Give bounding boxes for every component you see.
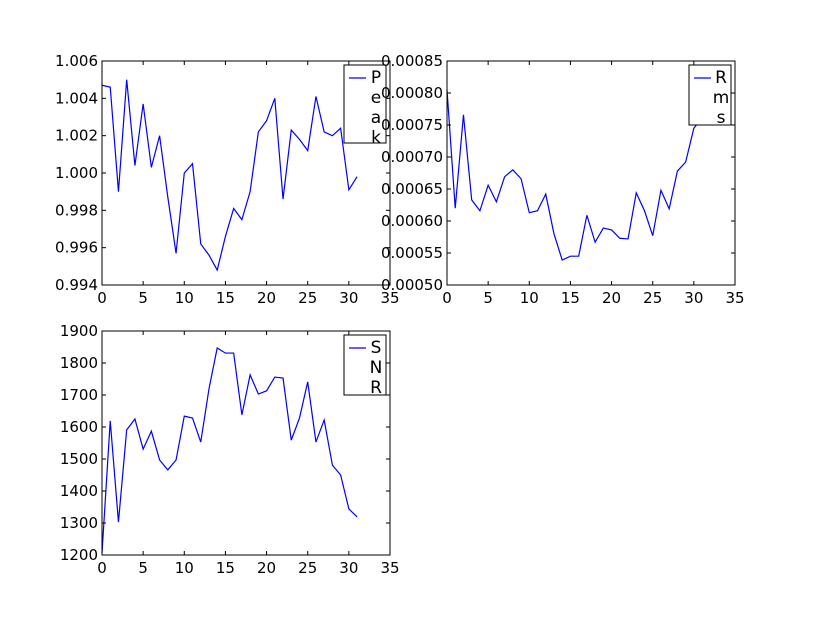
x-tick-label: 20 xyxy=(257,289,276,307)
x-tick-label: 10 xyxy=(520,289,539,307)
y-tick-label: 1600 xyxy=(60,418,98,436)
x-tick-label: 30 xyxy=(684,289,703,307)
y-tick-label: 1.000 xyxy=(55,164,98,182)
y-tick-label: 1800 xyxy=(60,354,98,372)
x-tick-label: 15 xyxy=(216,559,235,577)
x-tick-label: 35 xyxy=(380,289,399,307)
legend-label: Rms xyxy=(711,68,731,128)
plot-area xyxy=(102,61,390,285)
x-tick-label: 20 xyxy=(257,559,276,577)
data-line xyxy=(446,89,703,261)
x-tick-label: 15 xyxy=(561,289,580,307)
y-tick-label: 0.994 xyxy=(55,276,98,294)
y-tick-label: 1.004 xyxy=(55,89,98,107)
y-tick-label: 0.998 xyxy=(55,201,98,219)
x-tick-label: 5 xyxy=(138,559,148,577)
y-tick-label: 0.00075 xyxy=(381,116,443,134)
y-tick-label: 0.996 xyxy=(55,239,98,257)
x-tick-label: 10 xyxy=(175,559,194,577)
axes-frame xyxy=(446,60,736,286)
x-tick-label: 35 xyxy=(725,289,744,307)
data-line xyxy=(101,346,358,554)
y-tick-label: 0.00050 xyxy=(381,276,443,294)
x-tick-label: 25 xyxy=(298,559,317,577)
y-tick-label: 1700 xyxy=(60,386,98,404)
y-tick-label: 0.00080 xyxy=(381,84,443,102)
x-tick-label: 10 xyxy=(175,289,194,307)
plot-area xyxy=(447,61,735,285)
y-tick-label: 0.00065 xyxy=(381,180,443,198)
y-tick-label: 1500 xyxy=(60,450,98,468)
y-tick-label: 1200 xyxy=(60,546,98,564)
x-tick-label: 5 xyxy=(138,289,148,307)
x-tick-label: 30 xyxy=(339,289,358,307)
x-tick-label: 5 xyxy=(483,289,493,307)
x-tick-label: 0 xyxy=(97,289,107,307)
x-tick-label: 0 xyxy=(442,289,452,307)
axes-frame xyxy=(101,60,391,286)
y-tick-label: 0.00085 xyxy=(381,52,443,70)
axes-frame xyxy=(101,330,391,556)
x-tick-label: 20 xyxy=(602,289,621,307)
y-tick-label: 1900 xyxy=(60,322,98,340)
y-tick-label: 1.002 xyxy=(55,127,98,145)
x-tick-label: 30 xyxy=(339,559,358,577)
x-tick-label: 25 xyxy=(643,289,662,307)
y-tick-label: 0.00055 xyxy=(381,244,443,262)
x-tick-label: 15 xyxy=(216,289,235,307)
legend-box xyxy=(343,334,387,396)
x-tick-label: 0 xyxy=(97,559,107,577)
y-tick-label: 0.00060 xyxy=(381,212,443,230)
y-tick-label: 0.00070 xyxy=(381,148,443,166)
legend-box xyxy=(688,64,732,126)
plot-area xyxy=(102,331,390,555)
y-tick-label: 1300 xyxy=(60,514,98,532)
legend-label: SNR xyxy=(366,338,386,398)
y-tick-label: 1400 xyxy=(60,482,98,500)
data-line xyxy=(101,79,358,272)
legend-label: Peak xyxy=(366,68,386,148)
x-tick-label: 25 xyxy=(298,289,317,307)
x-tick-label: 35 xyxy=(380,559,399,577)
y-tick-label: 1.006 xyxy=(55,52,98,70)
